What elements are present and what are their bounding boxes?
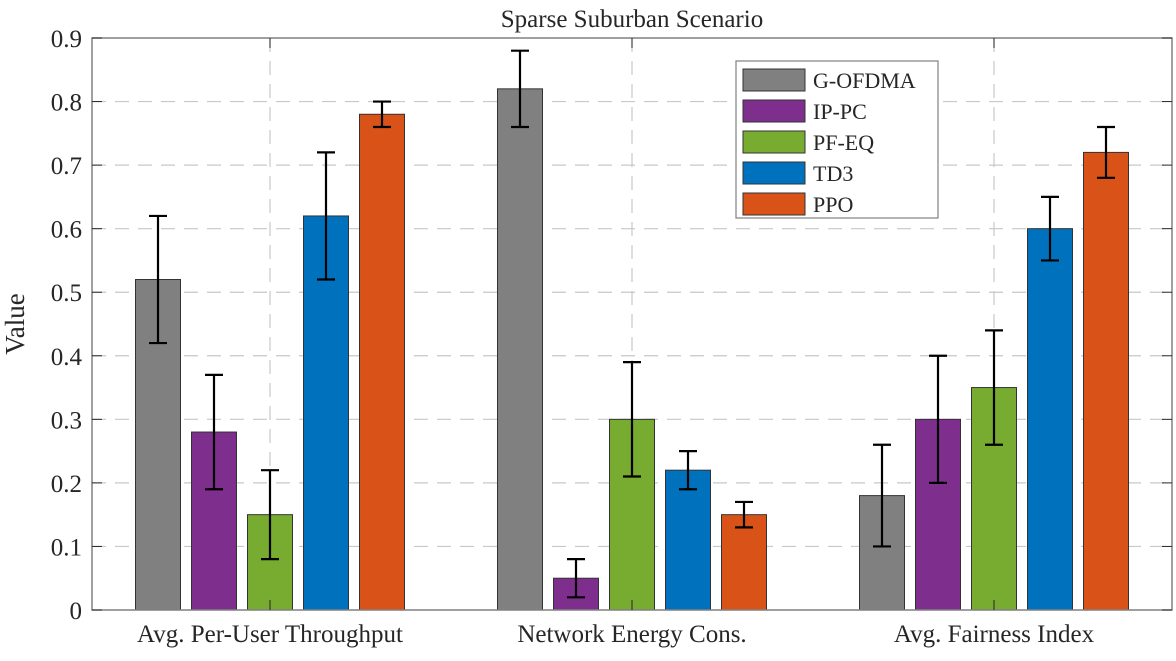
x-tick-label: Network Energy Cons. bbox=[517, 621, 746, 648]
legend-label: G-OFDMA bbox=[813, 68, 916, 93]
axis-ticks: 0 0.1 0.2 0.3 0.4 0.5 0.6 0.7 0.8 0.9 Avg. Per-Use… bbox=[51, 26, 1172, 648]
y-tick-label: 0.3 bbox=[51, 407, 82, 434]
legend-swatch-g-ofdma bbox=[742, 68, 806, 92]
x-tick-label: Avg. Per-User Throughput bbox=[137, 621, 403, 648]
y-tick-label: 0 bbox=[70, 598, 83, 625]
y-tick-label: 0.7 bbox=[51, 153, 82, 180]
legend-swatch-td3 bbox=[742, 161, 806, 185]
bar-ppo bbox=[1083, 151, 1129, 611]
legend-label: TD3 bbox=[813, 161, 853, 186]
legend-swatch-ppo bbox=[742, 192, 806, 216]
chart-title: Sparse Suburban Scenario bbox=[501, 6, 763, 33]
legend-label: IP-PC bbox=[813, 99, 867, 124]
y-tick-label: 0.9 bbox=[51, 26, 82, 53]
y-axis-label: Value bbox=[0, 293, 30, 354]
y-tick-label: 0.2 bbox=[51, 471, 82, 498]
bar-ppo bbox=[721, 514, 767, 611]
y-tick-label: 0.6 bbox=[51, 217, 82, 244]
y-tick-label: 0.5 bbox=[51, 280, 82, 307]
legend-label: PF-EQ bbox=[813, 130, 874, 155]
bar-ppo bbox=[359, 113, 405, 611]
y-tick-label: 0.8 bbox=[51, 90, 82, 117]
bar-g-ofdma bbox=[497, 88, 543, 611]
legend-label: PPO bbox=[813, 192, 853, 217]
legend-swatch-pf-eq bbox=[742, 130, 806, 154]
y-tick-label: 0.4 bbox=[51, 344, 83, 371]
x-tick-label: Avg. Fairness Index bbox=[894, 621, 1095, 648]
legend-swatch-ip-pc bbox=[742, 99, 806, 123]
bar-td3 bbox=[1027, 228, 1073, 611]
y-tick-label: 0.1 bbox=[51, 534, 82, 561]
bar-td3 bbox=[665, 469, 711, 611]
legend: G-OFDMA IP-PC PF-EQ TD3 PPO bbox=[735, 60, 939, 219]
error-bars bbox=[149, 49, 1115, 599]
